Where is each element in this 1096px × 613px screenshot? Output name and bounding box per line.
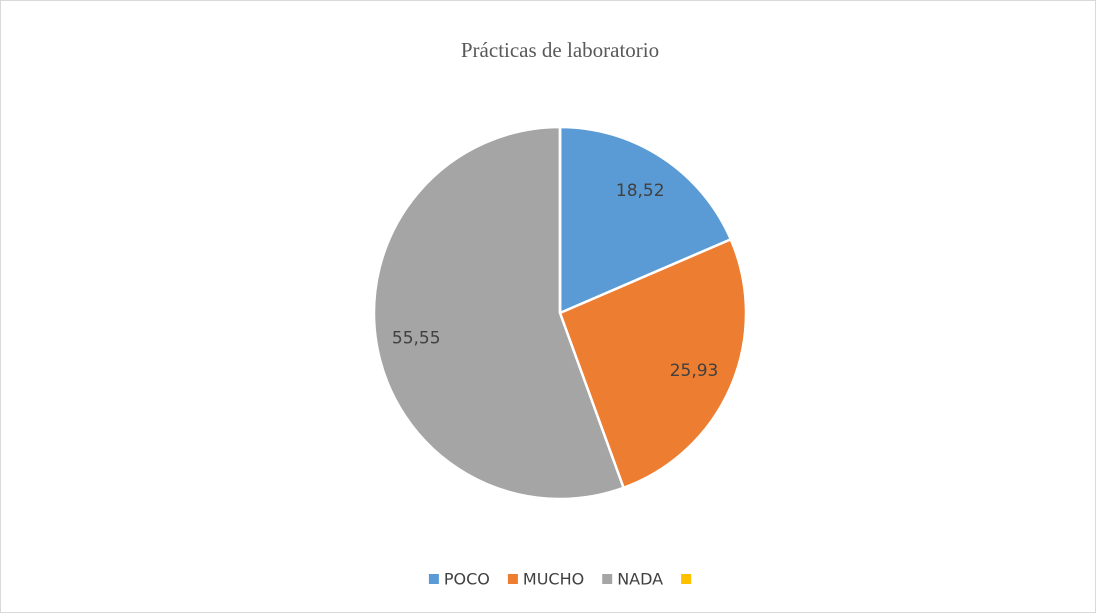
data-label: 55,55 [392, 328, 441, 348]
legend-swatch [507, 574, 518, 584]
legend-swatch [602, 574, 613, 584]
chart-title: Prácticas de laboratorio [461, 38, 659, 62]
legend-label: POCO [444, 570, 490, 589]
pie-slice [558, 125, 733, 315]
pie-slice [558, 237, 748, 490]
legend-label: MUCHO [523, 570, 584, 589]
data-label: 25,93 [670, 361, 719, 381]
pie-slice [372, 125, 626, 501]
data-label: 18,52 [616, 181, 665, 201]
legend-label: NADA [617, 570, 663, 589]
legend-swatch [681, 574, 692, 584]
legend-swatch [428, 574, 439, 584]
